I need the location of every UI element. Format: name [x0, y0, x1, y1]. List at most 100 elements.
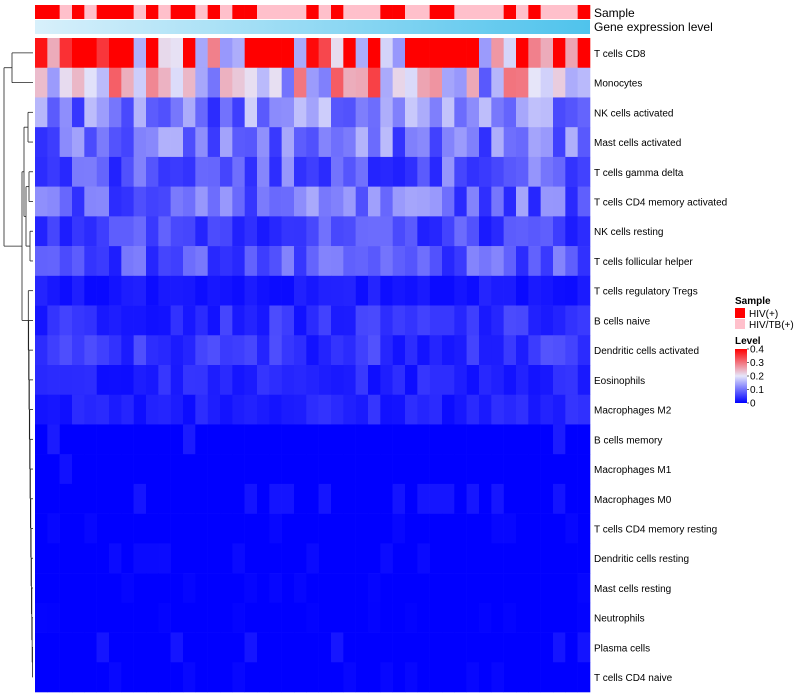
- heatmap-cell: [306, 632, 319, 663]
- heatmap-cell: [207, 335, 221, 366]
- heatmap-cell: [479, 335, 492, 366]
- heatmap-cell: [121, 275, 134, 306]
- heatmap-cell: [331, 246, 344, 277]
- heatmap-cell: [294, 216, 307, 247]
- heatmap-cell: [207, 632, 221, 663]
- heatmap-cell: [528, 573, 541, 604]
- heatmap-cell: [170, 97, 184, 128]
- heatmap-cell: [417, 186, 430, 217]
- heatmap-cell: [109, 513, 122, 544]
- heatmap-cell: [503, 662, 517, 693]
- heatmap-cell: [47, 305, 60, 336]
- heatmap-cell: [146, 216, 159, 247]
- heatmap-cell: [281, 305, 295, 336]
- row-labels: T cells CD8 Monocytes NK cells activated Ma…: [594, 49, 727, 684]
- heatmap-cell: [96, 186, 110, 217]
- heatmap-cell: [528, 216, 541, 247]
- level-tick-label: 0.2: [750, 372, 764, 383]
- row-label: B cells memory: [594, 435, 662, 446]
- heatmap-cell: [59, 424, 73, 455]
- heatmap-cell: [565, 483, 578, 514]
- heatmap-cell: [392, 97, 406, 128]
- heatmap-cell: [417, 365, 430, 396]
- heatmap-cell: [133, 38, 147, 69]
- heatmap-cell: [577, 127, 591, 158]
- heatmap-cell: [491, 365, 504, 396]
- heatmap-cell: [553, 513, 566, 544]
- heatmap-cell: [294, 305, 307, 336]
- legend-level-colorbar: [735, 349, 747, 403]
- heatmap-cell: [479, 513, 492, 544]
- heatmap-cell: [72, 483, 85, 514]
- heatmap-cell: [466, 97, 480, 128]
- heatmap-cell: [392, 127, 406, 158]
- heatmap-cell: [343, 483, 356, 514]
- heatmap-cell: [207, 483, 221, 514]
- sample-cell: [170, 5, 184, 19]
- heatmap-cell: [466, 365, 480, 396]
- heatmap-cell: [146, 97, 159, 128]
- heatmap-cell: [540, 186, 554, 217]
- heatmap-cell: [516, 483, 529, 514]
- row-label: T cells CD4 memory activated: [594, 198, 727, 209]
- heatmap-cell: [405, 67, 418, 98]
- heatmap-cell: [269, 483, 282, 514]
- heatmap-cell: [503, 365, 517, 396]
- heatmap-cell: [232, 127, 245, 158]
- heatmap-cell: [146, 632, 159, 663]
- heatmap-cell: [392, 394, 406, 425]
- heatmap-cell: [540, 513, 554, 544]
- heatmap-cell: [294, 246, 307, 277]
- heatmap-cell: [392, 38, 406, 69]
- heatmap-cell: [405, 186, 418, 217]
- sample-cell: [405, 5, 418, 19]
- heatmap-cell: [269, 305, 282, 336]
- heatmap-cell: [207, 513, 221, 544]
- heatmap-cell: [331, 127, 344, 158]
- heatmap-cell: [380, 97, 393, 128]
- heatmap-cell: [158, 424, 171, 455]
- row-label: NK cells activated: [594, 108, 673, 119]
- heatmap-cell: [133, 543, 147, 574]
- heatmap-cell: [72, 186, 85, 217]
- heatmap-cell: [368, 483, 381, 514]
- heatmap-cell: [109, 483, 122, 514]
- heatmap-cell: [503, 602, 517, 633]
- heatmap-cell: [170, 602, 184, 633]
- heatmap-cell: [269, 335, 282, 366]
- heatmap-cell: [195, 246, 208, 277]
- row-label: Macrophages M2: [594, 406, 672, 417]
- heatmap-cell: [454, 543, 467, 574]
- heatmap-cell: [343, 394, 356, 425]
- heatmap-cell: [195, 365, 208, 396]
- heatmap-cell: [146, 246, 159, 277]
- heatmap-cell: [318, 662, 332, 693]
- heatmap-cell: [565, 513, 578, 544]
- heatmap-cell: [220, 186, 233, 217]
- heatmap-cell: [294, 602, 307, 633]
- heatmap-cell: [577, 97, 591, 128]
- heatmap-cell: [392, 513, 406, 544]
- heatmap-cell: [503, 67, 517, 98]
- heatmap-cell: [158, 573, 171, 604]
- heatmap-cell: [59, 97, 73, 128]
- heatmap-cell: [195, 394, 208, 425]
- heatmap-cell: [220, 632, 233, 663]
- heatmap-cell: [553, 543, 566, 574]
- heatmap-cell: [109, 573, 122, 604]
- heatmap-cell: [257, 67, 270, 98]
- heatmap-cell: [380, 454, 393, 485]
- heatmap-cell: [429, 127, 443, 158]
- heatmap-cell: [35, 67, 48, 98]
- heatmap-cell: [183, 67, 196, 98]
- heatmap-cell: [133, 662, 147, 693]
- heatmap-cell: [577, 216, 591, 247]
- sample-track-label: Sample: [594, 6, 635, 20]
- heatmap-cell: [380, 662, 393, 693]
- heatmap-cell: [318, 156, 332, 187]
- heatmap-cell: [133, 335, 147, 366]
- heatmap-cell: [294, 483, 307, 514]
- heatmap-cell: [565, 394, 578, 425]
- heatmap-cell: [195, 67, 208, 98]
- sample-cell: [244, 5, 258, 19]
